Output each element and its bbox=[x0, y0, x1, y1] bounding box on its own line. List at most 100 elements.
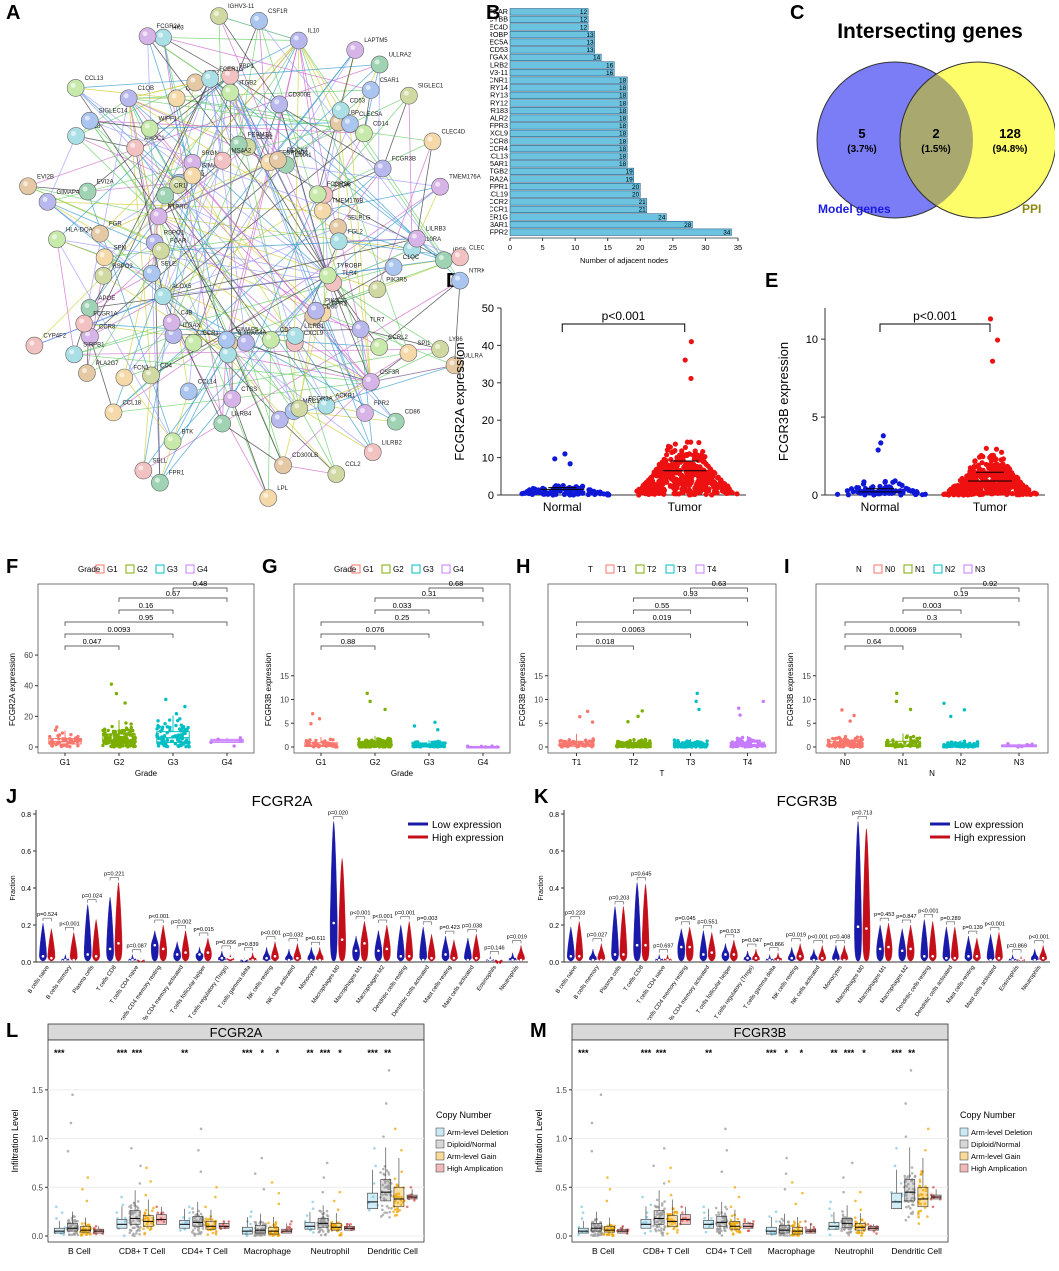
node-highlight bbox=[214, 11, 220, 16]
data-point bbox=[725, 1148, 729, 1152]
node-circle bbox=[154, 287, 172, 306]
data-point bbox=[964, 483, 970, 490]
y-tick-label: 0.0 bbox=[556, 1232, 568, 1241]
data-point bbox=[662, 1147, 666, 1150]
data-point bbox=[785, 1234, 789, 1237]
bar-value-label: 12 bbox=[580, 17, 588, 24]
p-value-label: 0.19 bbox=[954, 589, 969, 598]
network-edge bbox=[172, 339, 227, 442]
data-point bbox=[590, 1233, 593, 1237]
data-point bbox=[725, 1226, 729, 1229]
network-node: CD4 bbox=[142, 363, 173, 385]
y-axis-title: Fraction bbox=[10, 875, 17, 900]
x-category-label: G3 bbox=[168, 758, 179, 767]
data-point bbox=[991, 464, 997, 471]
data-point bbox=[62, 1233, 66, 1236]
network-node: SPI1 bbox=[399, 341, 431, 362]
data-point bbox=[684, 1216, 687, 1220]
data-point bbox=[669, 449, 675, 455]
node-label: LAPTM5 bbox=[364, 38, 388, 44]
node-highlight bbox=[240, 337, 246, 343]
x-category-label: Plasma cells bbox=[72, 965, 96, 995]
y-axis-title: FCGR3B expression bbox=[518, 653, 527, 726]
data-point bbox=[60, 1211, 64, 1214]
data-point bbox=[128, 1205, 131, 1208]
violin bbox=[517, 945, 525, 962]
data-point bbox=[183, 1228, 187, 1231]
x-tick-label: 35 bbox=[734, 243, 742, 252]
data-point bbox=[109, 682, 114, 686]
bar bbox=[509, 129, 628, 137]
node-circle bbox=[186, 73, 205, 92]
node-circle bbox=[431, 177, 449, 196]
data-point bbox=[730, 1223, 733, 1226]
node-label: CD53 bbox=[350, 99, 366, 105]
violin bbox=[83, 904, 92, 962]
legend-label: T3 bbox=[677, 565, 687, 574]
data-point bbox=[181, 725, 186, 729]
bar-value-label: 34 bbox=[723, 230, 731, 237]
p-bracket bbox=[42, 917, 52, 922]
box bbox=[380, 1179, 392, 1202]
comparison-bracket bbox=[172, 587, 228, 592]
data-point bbox=[346, 1222, 349, 1226]
data-point bbox=[1020, 491, 1026, 498]
plot-frame bbox=[547, 583, 777, 754]
network-node: TLR7 bbox=[351, 317, 385, 339]
p-value-label: p=0.713 bbox=[852, 810, 872, 816]
network-edge bbox=[382, 95, 410, 169]
network-edge bbox=[416, 141, 433, 239]
data-point bbox=[649, 1203, 653, 1207]
node-highlight bbox=[173, 180, 179, 186]
data-point bbox=[57, 733, 62, 737]
node-circle bbox=[351, 320, 370, 339]
data-point bbox=[1015, 489, 1021, 496]
node-label: WIPF1 bbox=[159, 117, 178, 123]
panel-label-c: C bbox=[790, 2, 805, 24]
network-edge bbox=[378, 280, 461, 348]
node-circle bbox=[362, 373, 380, 391]
data-point bbox=[673, 1226, 676, 1230]
node-highlight bbox=[290, 330, 296, 336]
network-edge bbox=[270, 339, 294, 412]
data-point bbox=[155, 1205, 159, 1209]
data-point bbox=[162, 744, 167, 748]
data-point bbox=[672, 460, 678, 466]
data-point bbox=[681, 482, 688, 488]
p-bracket bbox=[355, 916, 365, 920]
x-tick-label: 0 bbox=[508, 243, 512, 252]
bar bbox=[509, 91, 628, 99]
data-point bbox=[55, 725, 59, 729]
data-point bbox=[724, 1205, 727, 1209]
data-point bbox=[380, 1204, 384, 1208]
x-category-label: G1 bbox=[316, 758, 327, 767]
box bbox=[367, 1192, 378, 1210]
node-highlight bbox=[294, 403, 300, 409]
violin bbox=[39, 923, 47, 962]
box bbox=[129, 1210, 141, 1225]
p-value-label: p=0.611 bbox=[306, 936, 326, 942]
network-node: CR1 bbox=[156, 184, 187, 205]
violin-median bbox=[50, 956, 53, 960]
data-point bbox=[915, 736, 919, 741]
x-category-label: Dendritic cells activated bbox=[914, 965, 954, 1018]
network-edge bbox=[376, 64, 380, 290]
legend-label-low: Low expression bbox=[432, 820, 501, 831]
legend-swatch bbox=[125, 564, 135, 574]
plot-frame bbox=[815, 583, 1049, 754]
network-edge bbox=[27, 185, 88, 192]
p-value-label: p<0.001 bbox=[149, 914, 169, 920]
data-point bbox=[1005, 482, 1011, 488]
chart-title: FCGR3B bbox=[777, 793, 838, 810]
data-point bbox=[183, 727, 187, 732]
node-label: LBP bbox=[348, 111, 359, 117]
node-label: ITGAX bbox=[182, 323, 200, 329]
bar bbox=[509, 167, 635, 175]
node-label: RSPO3 bbox=[112, 264, 133, 270]
node-label: IL10RA bbox=[421, 237, 441, 243]
data-point bbox=[606, 1176, 609, 1179]
node-highlight bbox=[317, 205, 323, 211]
violin-median bbox=[569, 955, 573, 958]
data-point bbox=[197, 1229, 200, 1232]
